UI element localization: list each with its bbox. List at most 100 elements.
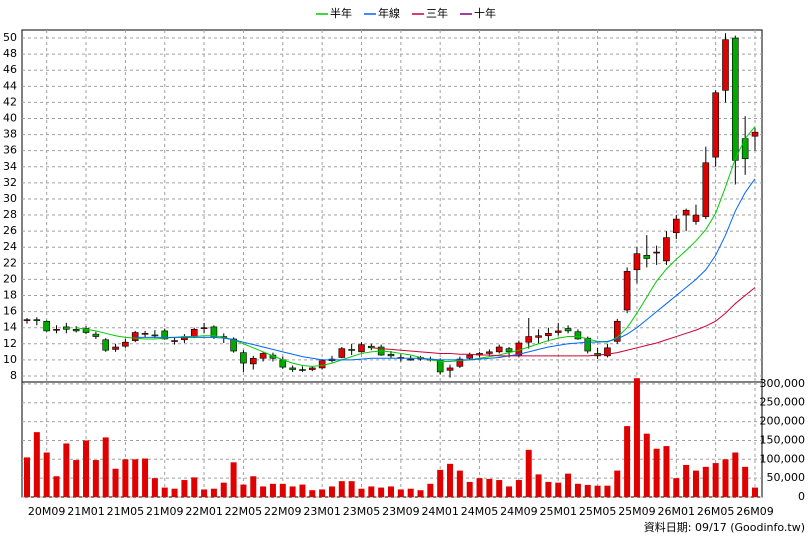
y-tick-label: 32 — [3, 176, 17, 189]
y2-tick-label: 150,000 — [760, 433, 806, 446]
volume-bar — [279, 483, 286, 497]
y-tick-label: 36 — [3, 144, 17, 157]
volume-bar — [486, 478, 493, 497]
volume-bar — [456, 470, 463, 497]
candle-body — [574, 331, 582, 340]
volume-bar — [427, 483, 434, 497]
volume-bar — [407, 488, 414, 497]
volume-bar — [328, 486, 335, 497]
x-tick-label: 24M09 — [500, 505, 538, 518]
candle-body — [525, 336, 533, 343]
volume-bar — [624, 426, 631, 497]
candle-body — [348, 349, 355, 351]
candle-body — [102, 339, 110, 351]
candle-body — [259, 353, 267, 359]
x-tick-label: 23M01 — [303, 505, 341, 518]
candle-body — [702, 162, 710, 217]
volume-bar — [653, 448, 660, 497]
volume-bar — [447, 463, 454, 497]
volume-bar — [83, 440, 90, 497]
volume-bar — [63, 443, 70, 497]
x-tick-label: 22M09 — [264, 505, 302, 518]
x-tick-label: 21M01 — [67, 505, 105, 518]
candle-body — [545, 333, 552, 337]
candle-body — [505, 348, 513, 353]
legend-label: 三年 — [426, 6, 448, 20]
candle-body — [318, 360, 326, 369]
volume-bar — [584, 484, 591, 497]
volume-bar — [338, 481, 345, 497]
volume-bar — [171, 488, 178, 497]
candle-body — [682, 209, 690, 216]
candle-body — [33, 319, 41, 321]
candle-body — [653, 251, 660, 254]
candle-body — [171, 340, 178, 342]
legend-label: 半年 — [330, 6, 352, 20]
volume-bar — [102, 437, 109, 497]
volume-bar — [358, 488, 365, 497]
candle-body — [151, 334, 159, 337]
volume-bar — [732, 452, 739, 497]
candle-body — [299, 369, 306, 371]
volume-bar — [574, 483, 581, 497]
candle-body — [249, 357, 257, 365]
volume-bar — [594, 485, 601, 497]
volume-bar — [33, 432, 40, 497]
candle-body — [741, 138, 749, 160]
candle-body — [122, 341, 129, 347]
legend-label: 年線 — [378, 6, 400, 20]
candle-body — [92, 333, 100, 337]
candle-body — [663, 237, 670, 262]
candle-body — [289, 367, 296, 370]
volume-bar — [683, 464, 690, 497]
volume-bar — [437, 469, 444, 497]
candle-body — [732, 37, 739, 161]
y-tick-label: 42 — [3, 95, 17, 108]
volume-bar — [240, 484, 247, 497]
x-tick-label: 22M01 — [185, 505, 223, 518]
volume-bar — [712, 463, 719, 497]
x-tick-label: 25M05 — [579, 505, 617, 518]
legend-label: 十年 — [474, 6, 496, 20]
volume-bar — [604, 485, 611, 497]
volume-bar — [378, 487, 385, 497]
y-tick-label: 8 — [10, 369, 17, 382]
volume-bar — [565, 473, 572, 497]
y-tick-label: 12 — [3, 337, 17, 350]
candle-body — [200, 327, 208, 329]
volume-bar — [230, 462, 237, 497]
volume-bar — [702, 466, 709, 497]
y-tick-label: 22 — [3, 256, 17, 269]
volume-bar — [368, 486, 375, 497]
x-tick-label: 25M09 — [618, 505, 656, 518]
candle-body — [604, 347, 611, 357]
candle-body — [633, 253, 641, 271]
candle-body — [564, 328, 572, 332]
volume-bar — [309, 490, 316, 497]
volume-bar — [132, 459, 139, 497]
y-tick-label: 46 — [3, 63, 17, 76]
candle-body — [358, 344, 365, 353]
y-tick-label: 10 — [3, 353, 17, 366]
x-tick-label: 26M09 — [736, 505, 774, 518]
candle-body — [161, 330, 169, 340]
x-tick-label: 23M09 — [382, 505, 420, 518]
candle-body — [613, 320, 621, 342]
candle-body — [190, 329, 198, 337]
y-tick-label: 18 — [3, 289, 17, 302]
volume-bar — [692, 470, 699, 497]
volume-bar — [496, 480, 503, 497]
volume-bar — [210, 488, 217, 497]
y-tick-label: 38 — [3, 128, 17, 141]
candle-body — [751, 131, 759, 137]
y2-tick-label: 250,000 — [760, 396, 806, 409]
x-tick-label: 22M05 — [225, 505, 263, 518]
volume-bar — [506, 486, 513, 497]
volume-bar — [417, 490, 424, 497]
volume-bar — [43, 452, 50, 497]
y2-tick-label: 300,000 — [760, 377, 806, 390]
y-tick-label: 24 — [3, 240, 17, 253]
candle-body — [692, 214, 700, 222]
y-tick-label: 44 — [3, 79, 17, 92]
